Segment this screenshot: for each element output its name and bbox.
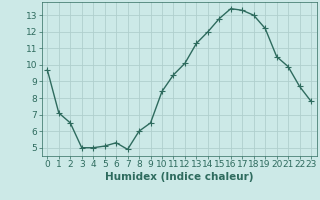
X-axis label: Humidex (Indice chaleur): Humidex (Indice chaleur) [105, 172, 253, 182]
